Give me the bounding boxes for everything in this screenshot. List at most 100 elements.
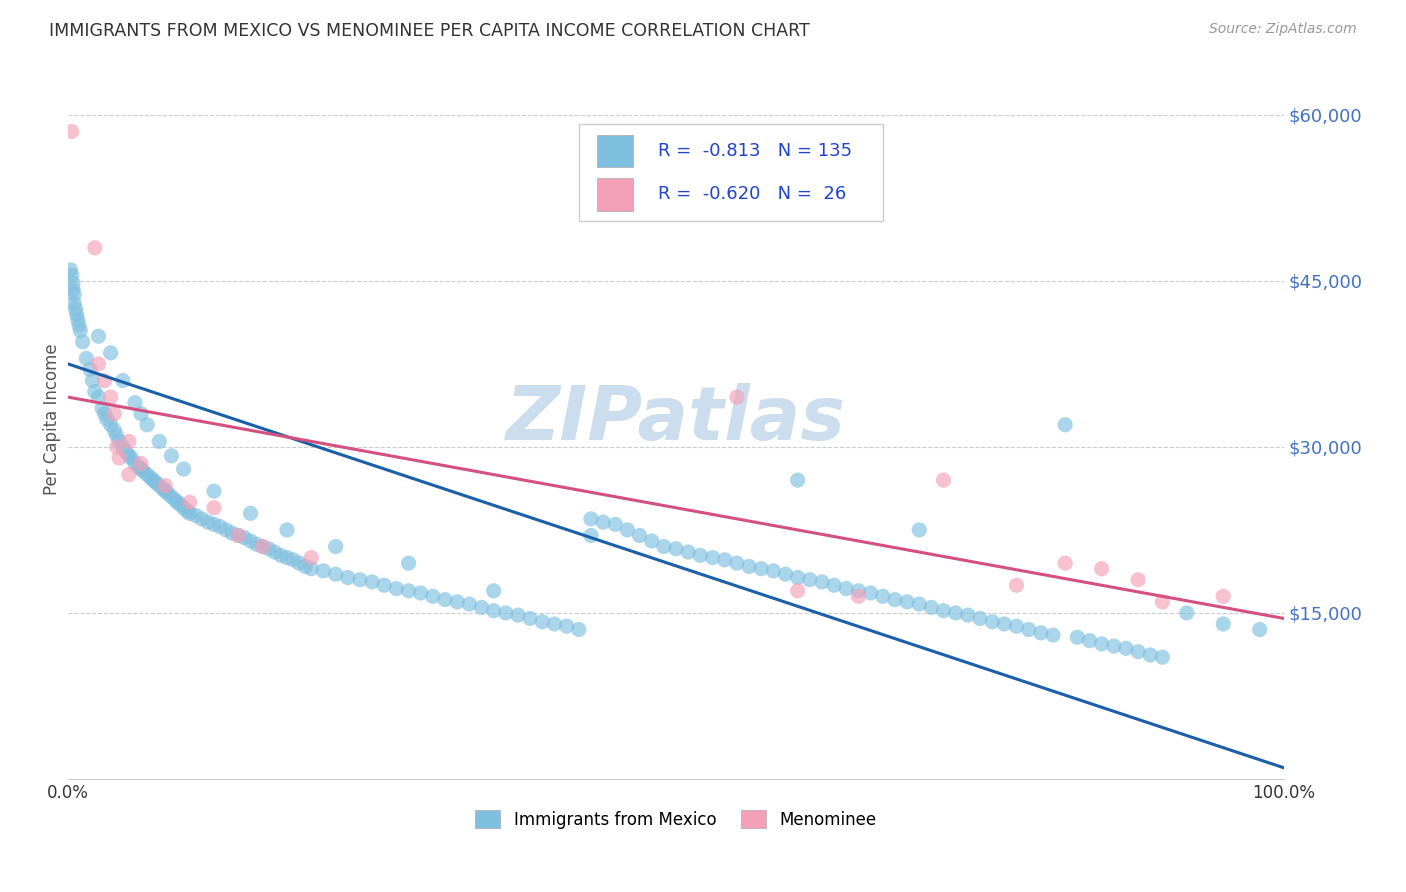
Point — [592, 515, 614, 529]
Point — [908, 523, 931, 537]
Point — [945, 606, 967, 620]
Point — [228, 528, 250, 542]
Point — [160, 449, 183, 463]
Point — [349, 573, 371, 587]
Text: R =  -0.813   N = 135: R = -0.813 N = 135 — [658, 143, 852, 161]
Point — [103, 423, 125, 437]
Point — [641, 533, 664, 548]
Point — [91, 401, 114, 416]
Point — [82, 374, 104, 388]
Point — [1212, 617, 1234, 632]
Point — [1126, 573, 1149, 587]
FancyBboxPatch shape — [598, 135, 634, 168]
Point — [495, 606, 517, 620]
Point — [482, 583, 505, 598]
Point — [105, 440, 128, 454]
Point — [299, 550, 322, 565]
Point — [422, 590, 444, 604]
Legend: Immigrants from Mexico, Menominee: Immigrants from Mexico, Menominee — [468, 804, 883, 835]
Point — [981, 615, 1004, 629]
Point — [702, 550, 724, 565]
Point — [148, 434, 170, 449]
Point — [848, 583, 870, 598]
Point — [173, 500, 195, 515]
Point — [136, 417, 159, 432]
Point — [373, 578, 395, 592]
Point — [252, 540, 274, 554]
Point — [956, 608, 979, 623]
Point — [786, 570, 808, 584]
Point — [93, 407, 115, 421]
Point — [128, 459, 150, 474]
Point — [59, 263, 82, 277]
Point — [1042, 628, 1064, 642]
Point — [281, 553, 304, 567]
Point — [169, 498, 191, 512]
Point — [932, 604, 955, 618]
Point — [83, 241, 105, 255]
Point — [920, 600, 942, 615]
Point — [738, 559, 761, 574]
Point — [1078, 633, 1101, 648]
Point — [142, 473, 165, 487]
Point — [118, 467, 141, 482]
Point — [1139, 648, 1161, 662]
Point — [191, 512, 214, 526]
Point — [1005, 619, 1028, 633]
Point — [202, 500, 225, 515]
Point — [270, 549, 292, 563]
Point — [111, 374, 134, 388]
Point — [65, 307, 87, 321]
Point — [100, 417, 122, 432]
Point — [115, 445, 138, 459]
Point — [60, 268, 83, 283]
FancyBboxPatch shape — [579, 124, 883, 221]
Point — [628, 528, 651, 542]
Point — [1102, 639, 1125, 653]
Point — [124, 395, 146, 409]
Point — [1005, 578, 1028, 592]
Point — [749, 562, 772, 576]
Point — [60, 124, 83, 138]
Point — [209, 519, 232, 533]
Point — [179, 495, 201, 509]
Point — [446, 595, 468, 609]
Point — [69, 324, 91, 338]
Point — [165, 493, 187, 508]
Point — [66, 312, 89, 326]
Point — [1249, 623, 1271, 637]
Point — [1054, 556, 1077, 570]
Point — [139, 471, 162, 485]
Point — [811, 574, 834, 589]
Point — [129, 407, 152, 421]
Point — [239, 506, 262, 520]
Point — [105, 429, 128, 443]
Point — [555, 619, 578, 633]
Point — [202, 484, 225, 499]
Point — [63, 287, 86, 301]
Point — [434, 592, 457, 607]
Point — [145, 475, 167, 490]
Point — [823, 578, 845, 592]
Point — [215, 523, 238, 537]
Point — [100, 390, 122, 404]
Point — [96, 412, 118, 426]
Point — [799, 573, 821, 587]
Point — [155, 478, 177, 492]
Point — [197, 515, 219, 529]
Point — [1175, 606, 1198, 620]
Point — [932, 473, 955, 487]
Point — [166, 495, 188, 509]
Point — [1066, 630, 1088, 644]
Point — [118, 434, 141, 449]
Point — [173, 462, 195, 476]
Point — [152, 482, 174, 496]
Point — [605, 517, 627, 532]
Point — [725, 390, 748, 404]
Point — [336, 570, 359, 584]
Point — [1054, 417, 1077, 432]
Point — [252, 540, 274, 554]
Point — [398, 556, 420, 570]
Point — [786, 583, 808, 598]
Point — [83, 384, 105, 399]
